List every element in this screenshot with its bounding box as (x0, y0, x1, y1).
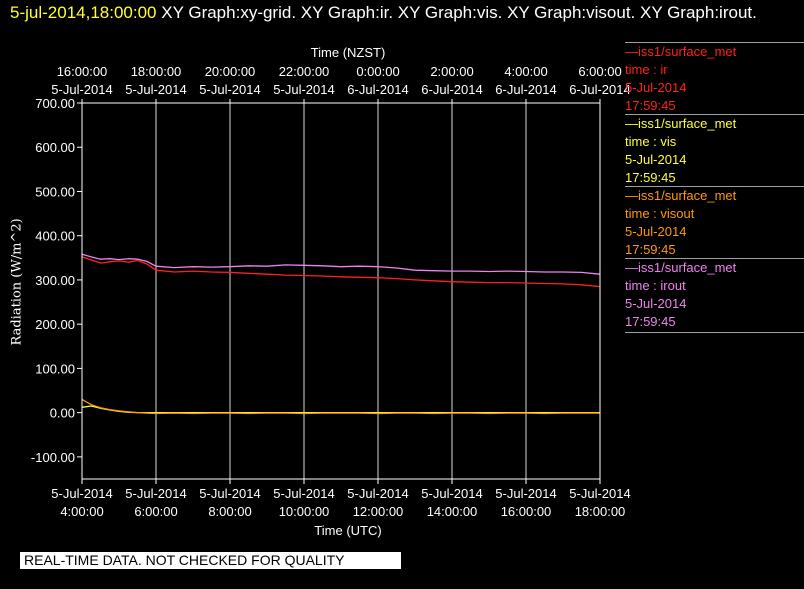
legend-separator (625, 332, 804, 333)
x-tick-label-date: 5-Jul-2014 (421, 486, 482, 501)
x-tick-label-date: 5-Jul-2014 (199, 486, 260, 501)
legend-time: 17:59:45 (625, 98, 676, 113)
legend-date: 5-Jul-2014 (625, 296, 687, 311)
window-title: 5-jul-2014,18:00:00 XY Graph:xy-grid. XY… (10, 2, 790, 24)
legend-separator (625, 186, 804, 187)
legend-source: —iss1/surface_met (625, 44, 737, 59)
bottom-axis-label: Time (UTC) (314, 523, 381, 538)
legend-separator (625, 114, 804, 115)
x2-tick-label-time: 20:00:00 (205, 64, 256, 79)
y-tick-label: -100.00 (31, 450, 75, 465)
x-tick-label-date: 5-Jul-2014 (347, 486, 408, 501)
legend-var: time : irout (625, 278, 686, 293)
legend-date: 5-Jul-2014 (625, 80, 687, 95)
x-tick-label-date: 5-Jul-2014 (569, 486, 630, 501)
y-tick-label: 300.00 (35, 273, 75, 288)
x2-tick-label-date: 6-Jul-2014 (347, 82, 408, 97)
x2-tick-label-date: 6-Jul-2014 (421, 82, 482, 97)
x-tick-label-date: 5-Jul-2014 (495, 486, 556, 501)
ticks-layer: 700.00 600.00 500.00 400.00 300.00 200.00 100.… (31, 64, 631, 519)
y-tick-label: 500.00 (35, 184, 75, 199)
series-line-irout (81, 253, 601, 275)
quality-disclaimer: REAL-TIME DATA. NOT CHECKED FOR QUALITY (20, 552, 401, 569)
axes-layer (81, 102, 601, 480)
legend-var: time : ir (625, 62, 668, 77)
x2-tick-label-date: 6-Jul-2014 (569, 82, 630, 97)
x2-tick-label-time: 6:00:00 (578, 64, 621, 79)
series-layer (81, 253, 601, 415)
legend-var: time : visout (625, 206, 695, 221)
legend-source: —iss1/surface_met (625, 260, 737, 275)
x-tick-label-time: 8:00:00 (208, 504, 251, 519)
series-line-vis (81, 405, 600, 414)
legend-source: —iss1/surface_met (625, 188, 737, 203)
series-line-visout (81, 398, 600, 415)
x-tick-label-time: 10:00:00 (279, 504, 330, 519)
x-tick-label-date: 5-Jul-2014 (51, 486, 112, 501)
x2-tick-label-date: 5-Jul-2014 (199, 82, 260, 97)
legend-separator (625, 42, 804, 43)
x2-tick-label-time: 18:00:00 (131, 64, 182, 79)
x-tick-label-date: 5-Jul-2014 (125, 486, 186, 501)
x2-tick-label-date: 5-Jul-2014 (125, 82, 186, 97)
title-timestamp: 5-jul-2014,18:00:00 (10, 3, 157, 22)
legend-separator (625, 258, 804, 259)
y-tick-label: 100.00 (35, 361, 75, 376)
y-tick-label: 200.00 (35, 317, 75, 332)
legend-date: 5-Jul-2014 (625, 152, 687, 167)
legend-var: time : vis (625, 134, 677, 149)
x-tick-label-time: 18:00:00 (575, 504, 626, 519)
grid-layer (155, 103, 527, 479)
x-tick-label-date: 5-Jul-2014 (273, 486, 334, 501)
x2-tick-label-time: 16:00:00 (57, 64, 108, 79)
x2-tick-label-date: 5-Jul-2014 (273, 82, 334, 97)
y-tick-label: 700.00 (35, 96, 75, 111)
legend-time: 17:59:45 (625, 242, 676, 257)
x-tick-label-time: 4:00:00 (60, 504, 103, 519)
x2-tick-label-time: 22:00:00 (279, 64, 330, 79)
x-tick-label-time: 16:00:00 (501, 504, 552, 519)
y-tick-label: 400.00 (35, 229, 75, 244)
y-tick-label: 0.00 (50, 406, 75, 421)
x2-tick-label-time: 4:00:00 (504, 64, 547, 79)
title-graph-list: XY Graph:xy-grid. XY Graph:ir. XY Graph:… (161, 3, 757, 22)
legend-source: —iss1/surface_met (625, 116, 737, 131)
x2-tick-label-date: 5-Jul-2014 (51, 82, 112, 97)
legend-time: 17:59:45 (625, 314, 676, 329)
x-tick-label-time: 14:00:00 (427, 504, 478, 519)
x2-tick-label-date: 6-Jul-2014 (495, 82, 556, 97)
x-tick-label-time: 12:00:00 (353, 504, 404, 519)
x2-tick-label-time: 2:00:00 (430, 64, 473, 79)
series-line-ir (81, 256, 601, 288)
y-tick-label: 600.00 (35, 140, 75, 155)
x2-tick-label-time: 0:00:00 (356, 64, 399, 79)
legend-date: 5-Jul-2014 (625, 224, 687, 239)
x-tick-label-time: 6:00:00 (134, 504, 177, 519)
legend-time: 17:59:45 (625, 170, 676, 185)
top-axis-label: Time (NZST) (311, 45, 386, 60)
y-axis-label: Radiation (W/m^2) (9, 218, 25, 346)
